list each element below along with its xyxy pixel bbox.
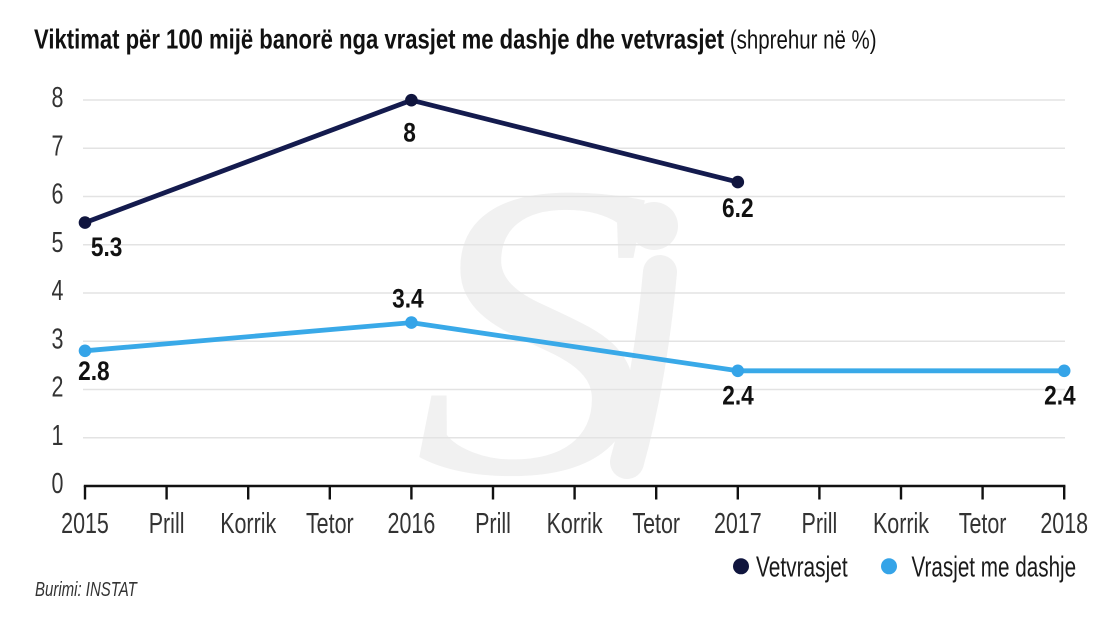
svg-text:1: 1	[52, 420, 64, 452]
svg-text:Prill: Prill	[475, 508, 511, 540]
svg-text:Viktimat për 100 mijë banorë n: Viktimat për 100 mijë banorë nga vrasjet…	[34, 24, 877, 55]
svg-text:Korrik: Korrik	[547, 508, 603, 540]
svg-text:3.4: 3.4	[392, 284, 424, 314]
svg-text:Burimi: INSTAT: Burimi: INSTAT	[35, 578, 138, 601]
svg-text:6.2: 6.2	[722, 193, 754, 223]
svg-text:Prill: Prill	[802, 508, 838, 540]
svg-text:2.8: 2.8	[78, 356, 110, 386]
svg-text:8: 8	[52, 82, 64, 114]
svg-text:Vetvrasjet: Vetvrasjet	[756, 551, 848, 583]
svg-text:Vrasjet me dashje: Vrasjet me dashje	[912, 551, 1077, 583]
svg-text:Prill: Prill	[149, 508, 185, 540]
svg-text:2017: 2017	[714, 508, 762, 540]
svg-text:2.4: 2.4	[1044, 380, 1076, 410]
svg-text:0: 0	[52, 468, 64, 500]
svg-text:6: 6	[52, 179, 64, 211]
svg-text:5.3: 5.3	[91, 232, 123, 262]
svg-text:2016: 2016	[388, 508, 436, 540]
svg-text:2: 2	[52, 372, 64, 404]
svg-text:Tetor: Tetor	[306, 508, 354, 540]
svg-text:Korrik: Korrik	[220, 508, 276, 540]
svg-text:7: 7	[52, 130, 64, 162]
svg-text:2.4: 2.4	[722, 381, 754, 411]
svg-text:Tetor: Tetor	[632, 508, 680, 540]
svg-text:2015: 2015	[61, 508, 109, 540]
svg-text:2018: 2018	[1040, 508, 1088, 540]
svg-text:5: 5	[52, 227, 64, 259]
svg-text:4: 4	[52, 275, 64, 307]
svg-text:3: 3	[52, 323, 64, 355]
svg-text:Tetor: Tetor	[959, 508, 1007, 540]
svg-text:8: 8	[403, 118, 416, 148]
svg-text:Korrik: Korrik	[873, 508, 929, 540]
